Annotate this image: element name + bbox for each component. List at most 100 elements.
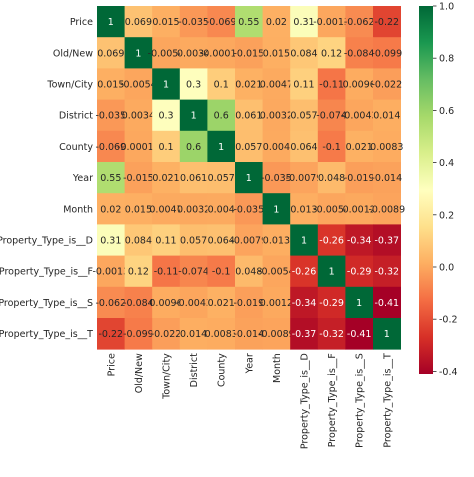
cell-value-label: -0.34 xyxy=(292,298,317,309)
cell-value-label: -0.084 xyxy=(344,48,375,59)
cell-value-label: 0.021 xyxy=(235,80,262,91)
column-label: County xyxy=(217,353,228,387)
cell-value-label: -0.22 xyxy=(375,17,400,28)
column-label: District xyxy=(189,353,200,387)
column-label: Old/New xyxy=(134,353,145,393)
row-label: Old/New xyxy=(53,48,93,59)
heatmap-cell xyxy=(317,162,346,194)
heatmap-cell xyxy=(124,6,153,38)
column-label: Property_Type_is__F xyxy=(327,353,338,447)
cell-value-label: 0.021 xyxy=(152,173,179,184)
heatmap-cell xyxy=(317,224,346,256)
cell-value-label: -0.0043 xyxy=(341,111,378,122)
heatmap-cell xyxy=(235,193,263,225)
cell-value-label: -0.37 xyxy=(375,236,400,247)
heatmap-cell xyxy=(124,318,153,350)
heatmap-cell xyxy=(207,224,236,256)
cell-value-label: -0.0054 xyxy=(313,204,350,215)
cell-value-label: 0.0034 xyxy=(122,111,155,122)
cell-value-label: -0.26 xyxy=(319,236,344,247)
heatmap-cell xyxy=(262,130,291,163)
heatmap-cell xyxy=(97,193,125,225)
heatmap-cell xyxy=(317,286,346,319)
heatmap-cell xyxy=(317,37,346,69)
heatmap-cell xyxy=(207,68,236,100)
cell-value-label: 0.064 xyxy=(290,142,317,153)
column-label: Year xyxy=(244,353,255,374)
heatmap-cell xyxy=(124,224,153,256)
heatmap-cell xyxy=(290,130,319,163)
column-label: Month xyxy=(272,353,283,383)
heatmap-cell xyxy=(262,286,291,319)
heatmap-cell xyxy=(207,37,236,69)
cell-value-label: 1 xyxy=(273,204,279,215)
cell-value-label: 0.0032 xyxy=(260,111,293,122)
cell-value-label: 0.0047 xyxy=(149,204,182,215)
row-labels: Price Old/New Town/City District County Year M… xyxy=(0,17,93,340)
heatmap-cell xyxy=(262,37,291,69)
heatmap-cell xyxy=(290,193,319,225)
heatmap-cell xyxy=(235,318,263,350)
cell-value-label: -0.035 xyxy=(233,204,264,215)
heatmap-cell xyxy=(152,6,181,38)
cell-value-label: -0.022 xyxy=(371,80,402,91)
colorbar xyxy=(419,6,433,374)
heatmap-cell xyxy=(124,162,153,194)
heatmap-cell xyxy=(345,99,374,132)
cell-value-label: 0.015 xyxy=(97,80,124,91)
heatmap-cell xyxy=(262,99,291,132)
heatmap-cell xyxy=(152,193,181,225)
heatmap-cell xyxy=(179,99,208,132)
heatmap-cell xyxy=(124,255,153,288)
colorbar-gradient xyxy=(419,6,433,374)
heatmap-cell xyxy=(97,286,125,319)
cell-value-label: 1 xyxy=(218,142,224,153)
cell-value-label: -0.29 xyxy=(319,298,344,309)
cell-value-label: -0.035 xyxy=(95,111,126,122)
colorbar-ticks: -0.4 -0.2 0.0 0.2 0.4 0.6 0.8 1.0 xyxy=(433,2,458,378)
cell-value-label: 1 xyxy=(329,267,335,278)
heatmap-cell xyxy=(97,68,125,100)
heatmap-cell xyxy=(207,6,236,38)
heatmap-cell xyxy=(235,99,263,132)
cell-value-label: 0.0083 xyxy=(370,142,403,153)
cell-value-label: 0.048 xyxy=(235,267,262,278)
cell-value-label: 0.0047 xyxy=(260,80,293,91)
cell-value-label: 0.0096 xyxy=(343,80,376,91)
cell-value-label: 0.3 xyxy=(186,80,201,91)
cell-value-label: 0.0096 xyxy=(149,298,182,309)
cell-value-label: -0.014 xyxy=(371,173,402,184)
cell-value-label: 0.015 xyxy=(152,17,179,28)
heatmap-cell xyxy=(290,318,319,350)
cell-value-label: 0.021 xyxy=(208,298,235,309)
cell-value-label: 0.021 xyxy=(346,142,373,153)
heatmap-cell xyxy=(179,286,208,319)
heatmap-cell xyxy=(179,255,208,288)
cell-value-label: 0.55 xyxy=(238,17,259,28)
heatmap-cell xyxy=(152,286,181,319)
heatmap-cell xyxy=(262,162,291,194)
heatmap-cell xyxy=(235,255,263,288)
heatmap-cell xyxy=(97,255,125,288)
cell-value-label: 0.004 xyxy=(208,204,235,215)
heatmap-cell xyxy=(179,193,208,225)
row-label: Property_Type_is__F xyxy=(0,267,93,278)
heatmap-cell xyxy=(345,37,374,69)
cell-value-label: -0.32 xyxy=(319,329,344,340)
heatmap-cell xyxy=(290,255,319,288)
heatmap-cell xyxy=(373,37,401,69)
heatmap-cell xyxy=(124,37,153,69)
heatmap-cells: 1 0.069 0.015-0.035-0.069 0.55 0.02 0.31-0.00… xyxy=(92,6,405,350)
cell-value-label: -0.0013 xyxy=(92,267,129,278)
colorbar-tick-label: 1.0 xyxy=(439,2,454,13)
cell-value-label: -0.035 xyxy=(261,173,292,184)
heatmap-cell xyxy=(235,68,263,100)
cell-value-label: 0.048 xyxy=(318,173,345,184)
cell-value-label: -0.22 xyxy=(99,329,124,340)
cell-value-label: 0.004 xyxy=(263,142,290,153)
cell-value-label: -0.41 xyxy=(375,298,400,309)
heatmap-cell xyxy=(152,130,181,163)
colorbar-tick-label: 0.4 xyxy=(439,158,454,169)
cell-value-label: 0.057 xyxy=(180,236,207,247)
cell-value-label: -0.32 xyxy=(375,267,400,278)
